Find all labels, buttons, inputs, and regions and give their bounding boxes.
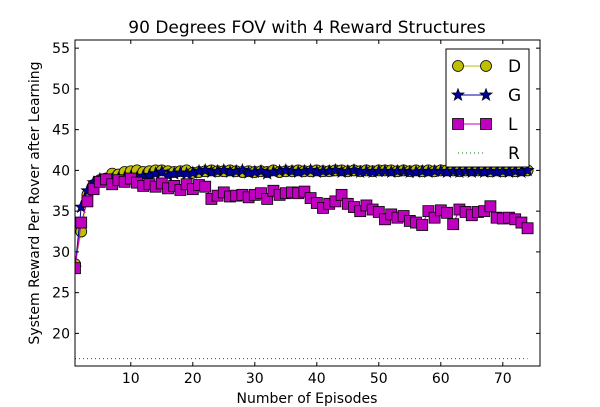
legend-label-g: G — [508, 86, 521, 106]
series-g-point — [154, 164, 169, 178]
series-g-point — [253, 163, 269, 178]
series-l-point — [75, 216, 88, 229]
legend-entry-l: L — [452, 115, 518, 135]
legend-entry-d: D — [452, 57, 521, 77]
series-l-point — [447, 218, 460, 231]
series-l-point — [441, 206, 453, 219]
legend-marker-g — [450, 87, 466, 101]
series-l-point — [428, 211, 441, 224]
legend-entry-r: R — [458, 144, 520, 164]
axes-frame — [74, 39, 541, 367]
y-tick-label: 35 — [52, 204, 70, 220]
x-tick-label: 20 — [184, 371, 202, 387]
series-g-point — [235, 163, 250, 177]
legend-label-r: R — [508, 144, 520, 164]
legend-marker-g — [478, 87, 494, 101]
series-l-point — [422, 205, 435, 218]
legend-label-l: L — [508, 115, 518, 135]
series-l-point — [521, 222, 534, 235]
x-tick-label: 60 — [432, 371, 450, 387]
series-l-point — [75, 262, 81, 275]
legend-marker-d — [452, 60, 464, 72]
legend-marker-d — [480, 60, 492, 72]
x-tick-label: 70 — [494, 371, 512, 387]
series-l-point — [81, 195, 94, 208]
series-l-point — [372, 206, 385, 218]
y-tick-label: 45 — [52, 123, 70, 139]
y-tick-label: 20 — [52, 326, 70, 342]
x-tick-label: 40 — [308, 371, 326, 387]
legend-marker-l — [480, 118, 492, 130]
series-l-point — [298, 185, 311, 198]
y-tick-label: 40 — [52, 163, 70, 179]
series-g-point — [520, 163, 535, 177]
y-tick-label: 55 — [52, 41, 70, 57]
series-l-point — [335, 188, 348, 201]
series-l-point — [87, 183, 100, 196]
series-layer — [75, 163, 535, 360]
y-tick-label: 50 — [52, 82, 70, 98]
series-l-point — [416, 219, 429, 231]
legend-label-d: D — [508, 57, 521, 77]
x-tick-label: 30 — [246, 371, 264, 387]
series-l — [75, 172, 534, 275]
legend-marker-l — [452, 118, 464, 130]
series-l-point — [261, 193, 274, 205]
legend-entry-g: G — [450, 86, 521, 106]
x-axis-label: Number of Episodes — [237, 391, 378, 407]
series-l-point — [484, 200, 497, 213]
y-tick-label: 30 — [52, 245, 70, 261]
x-tick-label: 50 — [370, 371, 388, 387]
y-tick-label: 25 — [52, 286, 70, 302]
series-l-point — [329, 195, 342, 208]
series-l-point — [199, 180, 212, 193]
chart-title: 90 Degrees FOV with 4 Reward Structures — [128, 18, 486, 38]
x-tick-label: 10 — [122, 371, 140, 387]
y-axis-label: System Reward Per Rover after Learning — [27, 61, 43, 344]
series-g — [75, 163, 535, 275]
